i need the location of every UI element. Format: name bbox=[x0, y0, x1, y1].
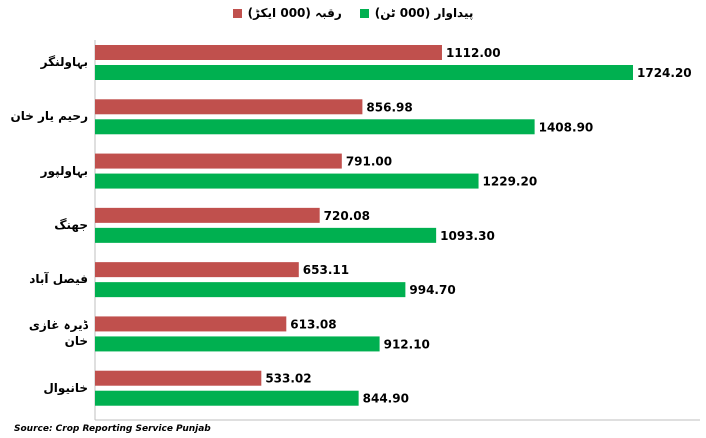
value-label: 720.08 bbox=[324, 209, 370, 223]
value-label: 653.11 bbox=[303, 263, 349, 277]
value-label: 1724.20 bbox=[637, 66, 692, 80]
bar bbox=[95, 173, 479, 189]
category-label: خانیوال bbox=[43, 380, 88, 395]
value-label: 533.02 bbox=[265, 372, 311, 386]
bar bbox=[95, 45, 442, 60]
bar bbox=[95, 316, 287, 332]
value-label: 791.00 bbox=[346, 155, 392, 169]
bar bbox=[95, 227, 437, 243]
bar bbox=[95, 207, 320, 223]
value-label: 994.70 bbox=[409, 283, 455, 297]
source: Source: Crop Reporting Service Punjab bbox=[14, 424, 211, 434]
bar bbox=[95, 99, 363, 115]
bar bbox=[95, 390, 359, 406]
legend: رقبہ (000 ایکڑ) پیداوار (000 ٹن) bbox=[0, 6, 706, 20]
value-label: 856.98 bbox=[366, 100, 412, 114]
legend-label: رقبہ (000 ایکڑ) bbox=[247, 6, 342, 20]
legend-swatch bbox=[359, 8, 369, 18]
value-label: 613.08 bbox=[290, 317, 336, 331]
value-label: 844.90 bbox=[363, 392, 409, 406]
legend-item: پیداوار (000 ٹن) bbox=[359, 6, 474, 20]
category-label: جھنگ bbox=[54, 217, 88, 232]
category-label: بہاولپور bbox=[40, 163, 88, 178]
bar bbox=[95, 65, 633, 80]
bar bbox=[95, 336, 380, 352]
value-label: 1229.20 bbox=[483, 175, 538, 189]
value-label: 912.10 bbox=[384, 337, 430, 351]
value-label: 1112.00 bbox=[446, 46, 501, 60]
bar bbox=[95, 153, 342, 169]
bar bbox=[95, 119, 535, 135]
value-label: 1093.30 bbox=[440, 229, 495, 243]
category-label: بہاولنگر bbox=[40, 55, 88, 69]
legend-swatch bbox=[232, 8, 242, 18]
legend-item: رقبہ (000 ایکڑ) bbox=[232, 6, 342, 20]
legend-label: پیداوار (000 ٹن) bbox=[374, 6, 474, 20]
bar bbox=[95, 370, 262, 386]
value-label: 1408.90 bbox=[539, 120, 594, 134]
category-label: فیصل آباد bbox=[29, 272, 88, 287]
bar bbox=[95, 262, 299, 278]
bar bbox=[95, 282, 406, 298]
category-label: رحیم یار خان bbox=[10, 109, 88, 124]
category-label: ڈیرہ غازی خان bbox=[28, 318, 88, 349]
